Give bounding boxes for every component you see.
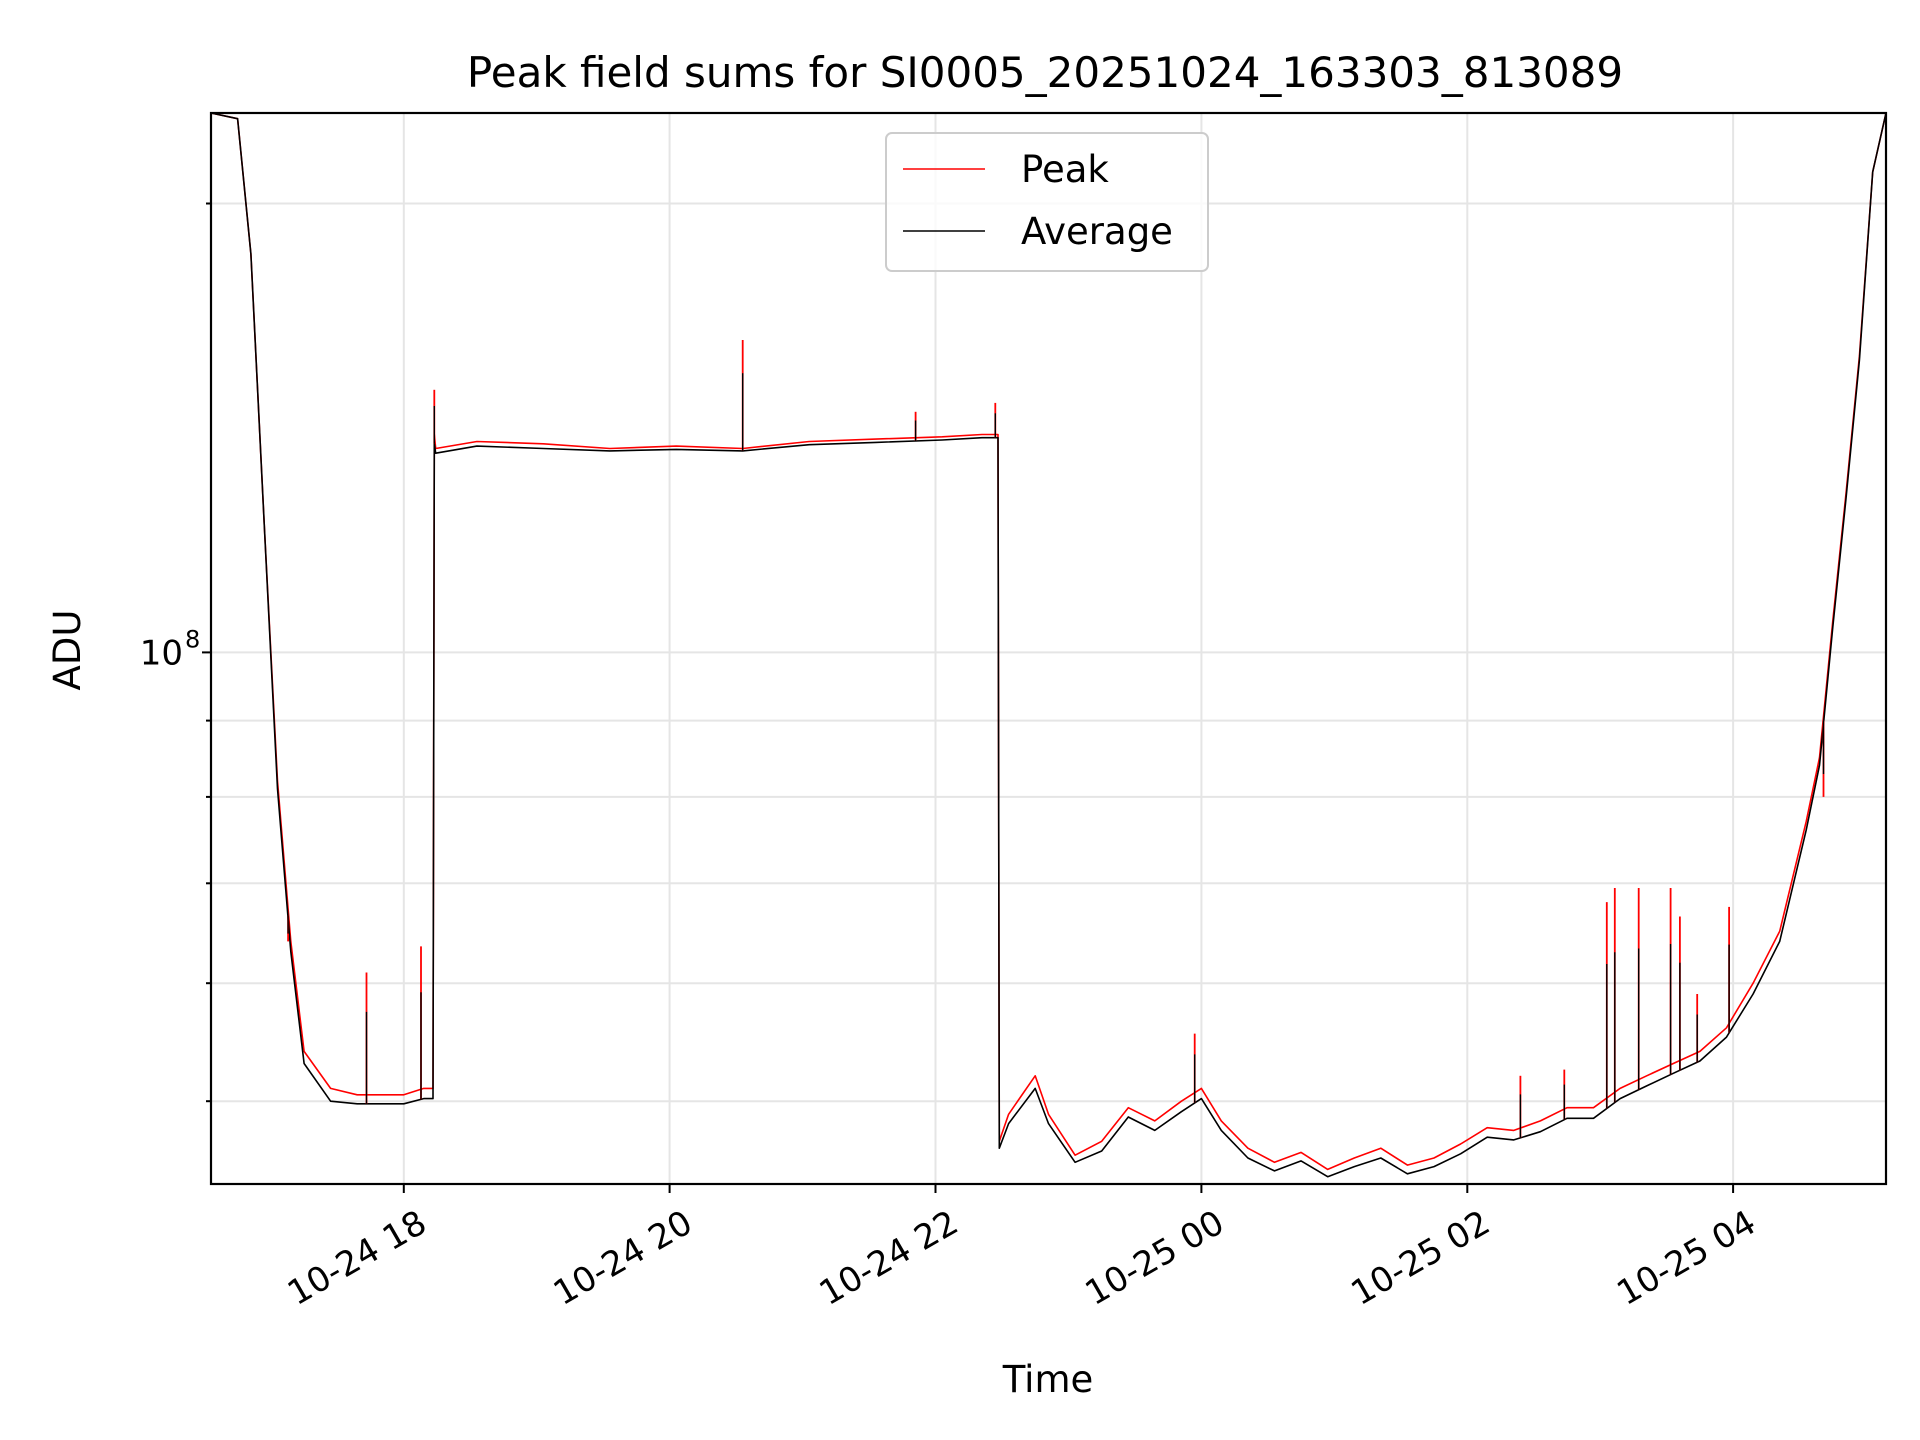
legend-label-average: Average: [1021, 210, 1173, 253]
series-line-average: [210, 112, 1887, 1178]
grid-layer: [211, 113, 1886, 1184]
y-tick-label: 10: [140, 633, 183, 673]
series-layer: [210, 112, 1887, 1178]
y-tick-label-exponent: 8: [185, 625, 200, 653]
legend-box: [885, 132, 1209, 272]
plot-frame: [209, 111, 1888, 1186]
chart-title: Peak field sums for SI0005_20251024_1633…: [467, 48, 1623, 97]
legend: Peak Average: [885, 132, 1209, 272]
series-line-peak: [210, 112, 1887, 1171]
y-axis-label: ADU: [46, 610, 89, 691]
x-axis-label: Time: [1002, 1358, 1094, 1401]
legend-label-peak: Peak: [1021, 148, 1109, 191]
